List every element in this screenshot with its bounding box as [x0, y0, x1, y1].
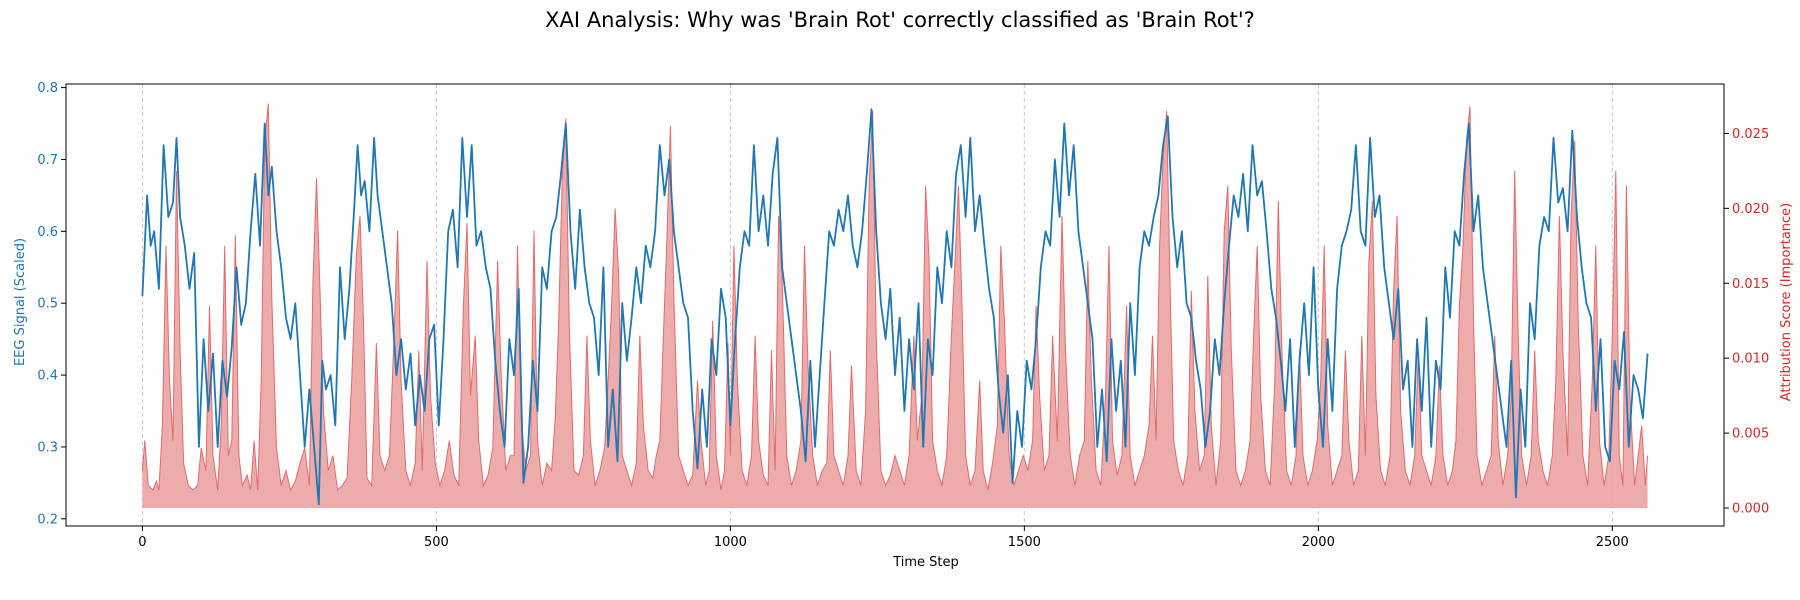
y-axis-left-label: EEG Signal (Scaled): [13, 238, 28, 366]
attribution-series: [141, 103, 1649, 509]
y-left-tick-label-3: 0.5: [37, 297, 58, 312]
eeg-series: [141, 108, 1649, 506]
y-axis-right: 0.000 0.005 0.010 0.015 0.020 0.025: [1724, 127, 1769, 517]
attribution-area: [142, 103, 1648, 509]
x-tick-label-3: 1500: [1008, 535, 1041, 550]
y-left-tick-label-4: 0.6: [37, 225, 58, 240]
eeg-line: [141, 108, 1649, 506]
y-right-tick-label-2: 0.010: [1732, 352, 1769, 367]
y-right-tick-label-3: 0.015: [1732, 277, 1769, 292]
y-right-tick-label-4: 0.020: [1732, 202, 1769, 217]
y-left-tick-label-1: 0.3: [37, 440, 58, 455]
x-axis: 0 500 1000 1500 2000 2500: [138, 526, 1629, 550]
attribution-line: [141, 103, 1649, 492]
y-left-tick-label-0: 0.2: [37, 512, 58, 527]
x-axis-label: Time Step: [892, 555, 959, 570]
y-axis-right-label: Attribution Score (Importance): [1779, 203, 1794, 402]
y-left-tick-label-5: 0.7: [37, 153, 58, 168]
y-right-tick-label-5: 0.025: [1732, 127, 1769, 142]
y-axis-left: 0.2 0.3 0.4 0.5 0.6 0.7 0.8: [37, 81, 66, 527]
x-tick-label-5: 2500: [1596, 535, 1629, 550]
x-tick-label-2: 1000: [714, 535, 747, 550]
y-left-tick-label-6: 0.8: [37, 81, 58, 96]
y-right-tick-label-0: 0.000: [1732, 502, 1769, 517]
x-tick-label-0: 0: [138, 535, 146, 550]
y-left-tick-label-2: 0.4: [37, 369, 58, 384]
plot-border: [65, 83, 1725, 527]
grid-lines: [141, 84, 1613, 526]
x-tick-label-1: 500: [424, 535, 449, 550]
x-tick-label-4: 2000: [1302, 535, 1335, 550]
chart-title: XAI Analysis: Why was 'Brain Rot' correc…: [545, 8, 1255, 32]
plot-frame: [65, 83, 1725, 527]
y-right-tick-label-1: 0.005: [1732, 427, 1769, 442]
